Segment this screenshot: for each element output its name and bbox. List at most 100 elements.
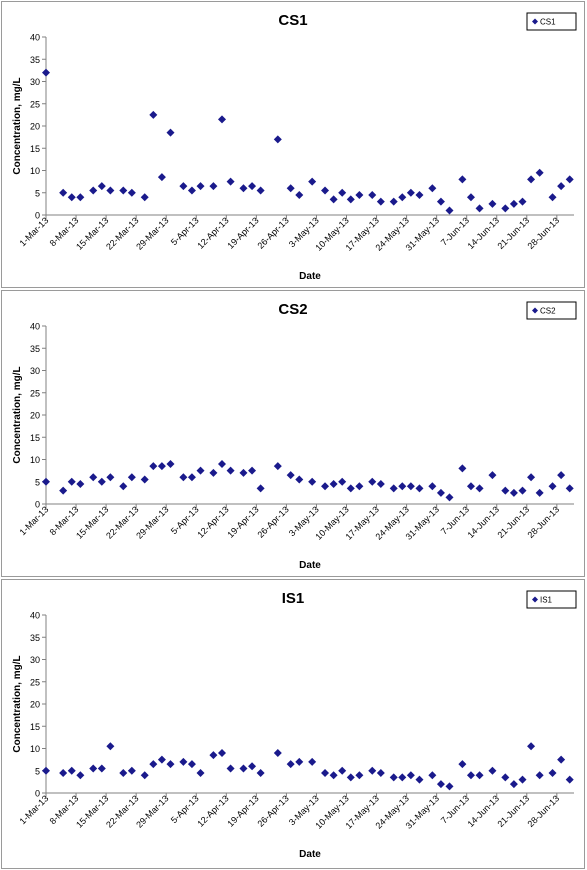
data-point [346, 484, 355, 493]
data-point [179, 182, 188, 191]
data-point [127, 188, 136, 197]
y-tick-label: 30 [30, 77, 40, 87]
data-point [557, 182, 566, 191]
data-point [535, 168, 544, 177]
data-point [187, 473, 196, 482]
x-tick-label: 29-Mar-13 [134, 504, 170, 540]
data-point [406, 188, 415, 197]
data-point [166, 128, 175, 137]
legend: IS1 [526, 590, 577, 609]
x-tick-label: 28-Jun-13 [526, 215, 562, 251]
data-point [248, 466, 257, 475]
data-point [106, 186, 115, 195]
x-tick-label: 12-Apr-13 [195, 793, 230, 828]
x-tick-label: 1-Mar-13 [18, 504, 51, 537]
x-tick-label: 29-Mar-13 [134, 215, 170, 251]
data-point [389, 197, 398, 206]
y-tick-label: 30 [30, 366, 40, 376]
data-point [119, 768, 128, 777]
data-point [209, 182, 218, 191]
data-point [565, 175, 574, 184]
legend-marker [532, 307, 538, 314]
data-point [67, 477, 76, 486]
y-axis-label: Concentration, mg/L [12, 366, 23, 463]
y-tick-label: 40 [30, 33, 40, 43]
x-tick-label: 19-Apr-13 [225, 215, 260, 250]
data-point [106, 742, 115, 751]
y-tick-label: 15 [30, 722, 40, 732]
data-point [286, 760, 295, 769]
y-tick-label: 5 [35, 477, 40, 487]
data-point [273, 135, 282, 144]
data-point [127, 766, 136, 775]
data-point [218, 115, 226, 124]
data-point [376, 479, 385, 488]
legend: CS2 [526, 301, 577, 320]
data-point [557, 755, 566, 764]
data-point [179, 473, 188, 482]
chart-panel-cs2: CS2 CS2 0 5 10 15 20 25 30 35 40 1-Mar-13 8-Mar-13 15… [1, 290, 585, 577]
data-point [187, 760, 196, 769]
data-point [209, 751, 218, 760]
data-point [286, 471, 295, 480]
data-point [42, 68, 50, 77]
data-point [509, 488, 518, 497]
data-point [256, 768, 265, 777]
data-point [218, 459, 226, 468]
data-point [248, 182, 257, 191]
data-point [509, 780, 518, 789]
y-tick-label: 25 [30, 388, 40, 398]
data-point [273, 462, 282, 471]
chart-title: CS1 [278, 12, 307, 29]
data-point [565, 775, 574, 784]
data-point [415, 190, 424, 199]
chart-panel-cs1: CS1 CS1 0 5 10 15 20 25 30 35 40 1-Mar-13 8-Mar-13 15… [1, 1, 585, 288]
data-point [295, 190, 304, 199]
series-cs2 [42, 459, 574, 502]
data-point [445, 206, 454, 215]
y-tick-label: 15 [30, 433, 40, 443]
x-axis-label: Date [299, 849, 321, 860]
data-point [321, 768, 330, 777]
data-point [127, 473, 136, 482]
data-point [273, 748, 282, 757]
y-tick-label: 0 [35, 789, 40, 799]
data-point [157, 755, 166, 764]
y-tick-label: 30 [30, 655, 40, 665]
data-point [406, 771, 415, 780]
data-point [329, 479, 338, 488]
data-point [475, 771, 484, 780]
data-point [97, 764, 106, 773]
data-point [436, 488, 445, 497]
data-point [565, 484, 574, 493]
data-point [436, 197, 445, 206]
y-tick-label: 0 [35, 211, 40, 221]
data-point [509, 199, 518, 208]
data-point [415, 484, 424, 493]
chart-cs1: CS1 CS105101520253035401-Mar-138-Mar-1315… [12, 12, 577, 282]
data-point [226, 466, 235, 475]
data-point [518, 197, 527, 206]
data-point [59, 486, 68, 495]
legend: CS1 [526, 12, 577, 31]
data-point [389, 484, 398, 493]
data-point [196, 182, 205, 191]
legend-box [526, 301, 577, 320]
data-point [557, 471, 566, 480]
data-point [226, 764, 235, 773]
data-point [355, 771, 364, 780]
chart-is1: IS1 IS105101520253035401-Mar-138-Mar-1315… [12, 590, 577, 860]
data-point [355, 482, 364, 491]
data-point [67, 193, 76, 202]
data-point [308, 177, 317, 186]
data-point [548, 482, 557, 491]
data-point [475, 484, 484, 493]
data-point [89, 473, 98, 482]
data-point [445, 782, 454, 791]
data-point [428, 184, 437, 193]
data-point [239, 184, 248, 193]
legend-marker [532, 596, 538, 603]
data-point [256, 186, 265, 195]
data-point [376, 197, 385, 206]
data-point [157, 462, 166, 471]
